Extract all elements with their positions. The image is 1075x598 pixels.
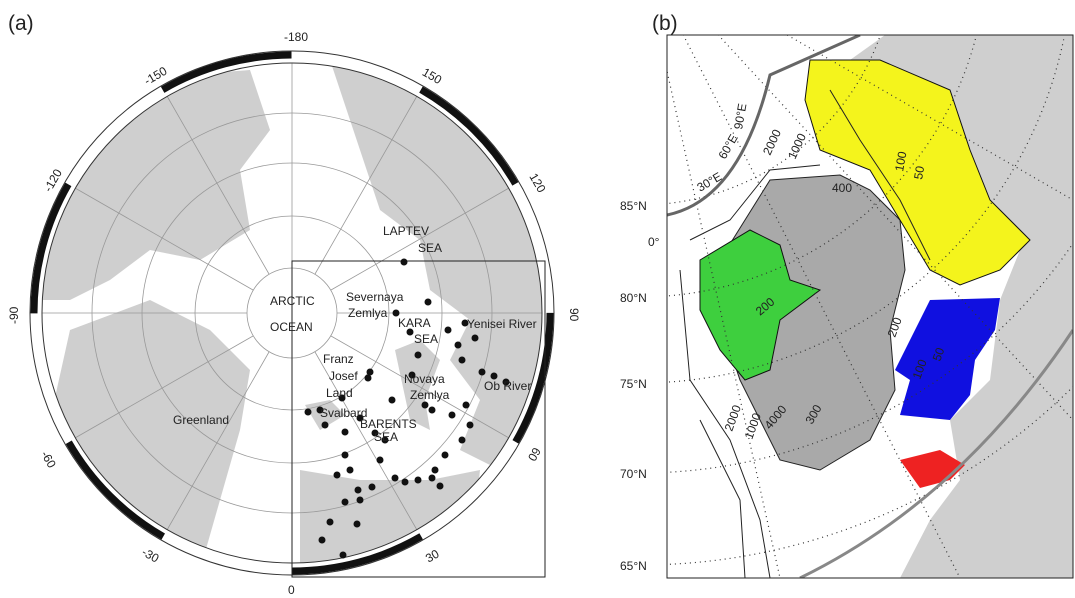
latitude-label: 85°N	[620, 199, 647, 213]
panel-label: (a)	[8, 12, 34, 35]
frame	[666, 34, 1074, 579]
panel-label: (b)	[652, 12, 678, 35]
longitude-label: 90	[567, 308, 581, 322]
place-label: SEA	[414, 332, 438, 346]
land-scandinavia	[300, 470, 480, 563]
place-label: Land	[326, 386, 353, 400]
boundary-outer	[799, 329, 1073, 578]
regional-map	[667, 35, 1073, 578]
longitude-label: -60	[38, 448, 59, 470]
contour-label: 50	[911, 165, 927, 181]
polar-map	[42, 63, 542, 563]
study-box	[291, 260, 546, 578]
meridian-label: 90°E	[731, 102, 749, 130]
place-label: Svalbard	[320, 406, 367, 420]
place-label: ARCTIC	[270, 294, 315, 308]
meridian-label: 0°	[648, 235, 660, 249]
longitude-label: -180	[284, 30, 308, 44]
longitude-label: -30	[139, 545, 161, 566]
zone-yellow	[804, 59, 1031, 286]
zone-green	[699, 229, 822, 381]
place-label: KARA	[398, 316, 431, 330]
longitude-label: 60	[525, 445, 544, 464]
contour-label: 400	[832, 181, 852, 195]
place-label: Severnaya	[346, 290, 404, 304]
zone-blue	[895, 298, 1000, 420]
place-label: Zemlya	[410, 388, 450, 402]
latitude-label: 70°N	[620, 467, 647, 481]
place-label: Ob River	[484, 379, 531, 393]
longitude-labels: -180 150 120 90 60 30 0 -30 -60 -90 -120…	[7, 30, 581, 597]
land	[850, 35, 1073, 578]
place-label: SEA	[418, 241, 442, 255]
stations	[304, 258, 510, 559]
longitude-label: -90	[7, 306, 21, 324]
place-label: Zemlya	[348, 306, 388, 320]
boundary-inner	[667, 35, 861, 217]
contours	[679, 89, 931, 578]
land-novaya-zemlya	[395, 340, 440, 430]
place-label: SEA	[374, 430, 398, 444]
contour-label: 200	[885, 315, 905, 339]
place-label: LAPTEV	[383, 224, 429, 238]
place-label: Greenland	[173, 413, 229, 427]
longitude-label: 0	[288, 583, 295, 597]
place-label: BARENTS	[360, 417, 417, 431]
place-label: OCEAN	[270, 320, 313, 334]
place-label: Novaya	[404, 372, 445, 386]
latitude-label: 75°N	[620, 377, 647, 391]
place-label: Josef	[329, 369, 358, 383]
longitude-label: 150	[420, 65, 445, 87]
contour-label: 100	[910, 357, 930, 381]
place-label: Franz	[323, 352, 354, 366]
contour-label: 100	[892, 150, 909, 172]
place-labels: ARCTIC OCEAN LAPTEV SEA Severnaya Zemlya…	[173, 224, 537, 444]
contour-label: 50	[930, 345, 948, 363]
longitude-label: 120	[526, 171, 548, 196]
longitude-label: 30	[423, 546, 442, 565]
place-label: Yenisei River	[467, 317, 537, 331]
latitude-label: 80°N	[620, 291, 647, 305]
latitude-label: 65°N	[620, 559, 647, 573]
latitude-labels: 85°N 80°N 75°N 70°N 65°N	[620, 199, 647, 573]
